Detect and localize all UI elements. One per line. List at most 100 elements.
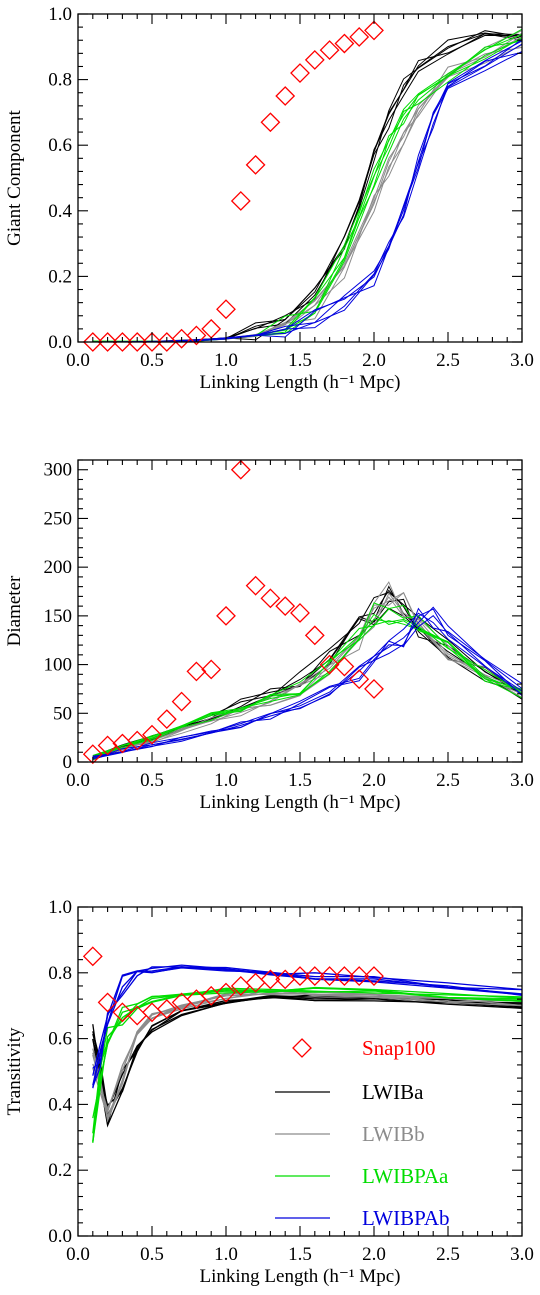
y-tick-label: 0.8 — [48, 70, 72, 91]
series-line-lwiba-run-2 — [92, 585, 523, 760]
snap100-point — [275, 596, 296, 617]
snap100-point — [216, 982, 236, 1003]
snap100-point — [171, 691, 192, 712]
plot-frame — [77, 459, 523, 763]
snap100-point — [245, 575, 266, 596]
y-tick-label: 300 — [44, 460, 73, 481]
snap100-point — [304, 625, 325, 646]
x-tick-label: 1.0 — [214, 350, 238, 371]
snap100-point — [97, 332, 118, 352]
series-line-lwibpaa-run-5 — [92, 986, 523, 1143]
x-tick-label: 2.5 — [436, 770, 460, 791]
y-tick-label: 0.8 — [48, 963, 72, 984]
snap100-point — [82, 744, 103, 765]
x-tick-label: 2.0 — [362, 770, 386, 791]
x-tick-label: 0.0 — [66, 770, 90, 791]
legend-item-lwibb: LWIBb — [275, 1122, 425, 1146]
x-tick-label: 2.5 — [436, 350, 460, 371]
y-tick-label: 250 — [44, 508, 73, 529]
y-tick-label: 0.2 — [48, 266, 72, 287]
snap100-markers — [82, 946, 384, 1026]
snap100-point — [334, 33, 355, 54]
legend-item-snap100: Snap100 — [292, 1036, 436, 1060]
y-axis-label: Giant Component — [4, 109, 25, 245]
snap100-point — [230, 459, 251, 480]
series-line-lwiba-run-5 — [92, 995, 523, 1107]
x-axis-label: Linking Length (h⁻¹ Mpc) — [200, 1266, 401, 1287]
legend: Snap100 LWIBa LWIBb LWIBPAa LWIBPAb — [275, 1036, 450, 1230]
series-line-lwibb-run-3 — [92, 989, 523, 1118]
panel-transitivity: 0.0 0.5 1.0 1.5 2.0 2.5 3.00.00.20.40.60.81.0L… — [4, 897, 534, 1287]
snap100-point — [216, 299, 236, 320]
snap100-point — [304, 966, 325, 987]
snap100-point — [290, 966, 310, 987]
x-tick-label: 1.5 — [288, 770, 312, 791]
x-tick-label: 0.5 — [140, 350, 164, 371]
y-tick-label: 150 — [44, 606, 73, 627]
snap100-point — [349, 669, 370, 690]
series-line-lwibb-run-5 — [92, 46, 523, 343]
series-line-lwibb-run-2 — [92, 989, 523, 1112]
series-line-lwibpab-run-4 — [92, 40, 523, 343]
legend-label: LWIBPAb — [362, 1206, 450, 1230]
y-tick-label: 100 — [44, 655, 73, 676]
x-tick-label: 0.0 — [66, 350, 90, 371]
snap100-point — [334, 656, 355, 677]
snap100-point — [319, 40, 340, 60]
series-line-lwibb-run-3 — [92, 44, 523, 343]
y-tick-label: 0.6 — [48, 1029, 72, 1050]
series-line-lwiba-run-1 — [92, 995, 523, 1125]
legend-marker — [292, 1038, 312, 1058]
snap100-point — [304, 50, 325, 70]
snap100-point — [349, 27, 370, 47]
x-tick-label: 3.0 — [510, 770, 534, 791]
legend-item-lwiba: LWIBa — [275, 1080, 424, 1104]
x-axis-label: Linking Length (h⁻¹ Mpc) — [200, 372, 401, 393]
series-group — [92, 28, 523, 343]
x-tick-label: 1.0 — [214, 1244, 238, 1265]
y-tick-label: 50 — [53, 703, 72, 724]
x-tick-label: 1.5 — [288, 350, 312, 371]
snap100-point — [127, 332, 148, 352]
y-tick-label: 1.0 — [48, 897, 72, 918]
y-tick-label: 0.2 — [48, 1160, 72, 1181]
snap100-point — [260, 112, 281, 133]
snap100-point — [156, 709, 177, 730]
x-tick-label: 2.5 — [436, 1244, 460, 1265]
snap100-point — [201, 659, 222, 680]
snap100-point — [142, 332, 162, 352]
snap100-point — [186, 661, 207, 682]
series-line-lwibpab-run-4 — [92, 615, 523, 760]
snap100-point — [290, 603, 310, 623]
x-tick-label: 3.0 — [510, 1244, 534, 1265]
legend-label: LWIBPAa — [362, 1164, 449, 1188]
series-line-lwibpab-run-3 — [92, 43, 523, 343]
series-line-lwiba-run-4 — [92, 996, 523, 1112]
snap100-point — [319, 966, 340, 987]
snap100-point — [82, 332, 103, 352]
y-tick-label: 0.4 — [48, 1094, 72, 1115]
snap100-point — [97, 992, 118, 1013]
series-line-lwibb-run-5 — [92, 592, 523, 759]
snap100-point — [334, 966, 355, 987]
snap100-point — [275, 86, 296, 106]
x-tick-label: 2.0 — [362, 1244, 386, 1265]
series-line-lwibpaa-run-5 — [92, 620, 523, 759]
snap100-point — [127, 730, 148, 751]
snap100-point — [290, 63, 310, 83]
legend-label: Snap100 — [362, 1036, 436, 1060]
snap100-point — [230, 191, 251, 211]
panel-giant-component: 0.0 0.5 1.0 1.5 2.0 2.5 3.00.00.20.40.60.81.0L… — [4, 4, 534, 393]
series-line-lwibpaa-run-2 — [92, 602, 523, 761]
series-line-lwibpab-run-1 — [92, 608, 523, 760]
x-tick-label: 0.5 — [140, 1244, 164, 1265]
snap100-point — [260, 969, 281, 990]
snap100-point — [349, 966, 370, 987]
y-tick-label: 0.6 — [48, 135, 72, 156]
series-line-lwibb-run-5 — [92, 992, 523, 1123]
legend-label: LWIBa — [362, 1080, 424, 1104]
legend-label: LWIBb — [362, 1122, 425, 1146]
snap100-point — [142, 724, 162, 745]
snap100-point — [364, 966, 384, 987]
x-tick-label: 3.0 — [510, 350, 534, 371]
